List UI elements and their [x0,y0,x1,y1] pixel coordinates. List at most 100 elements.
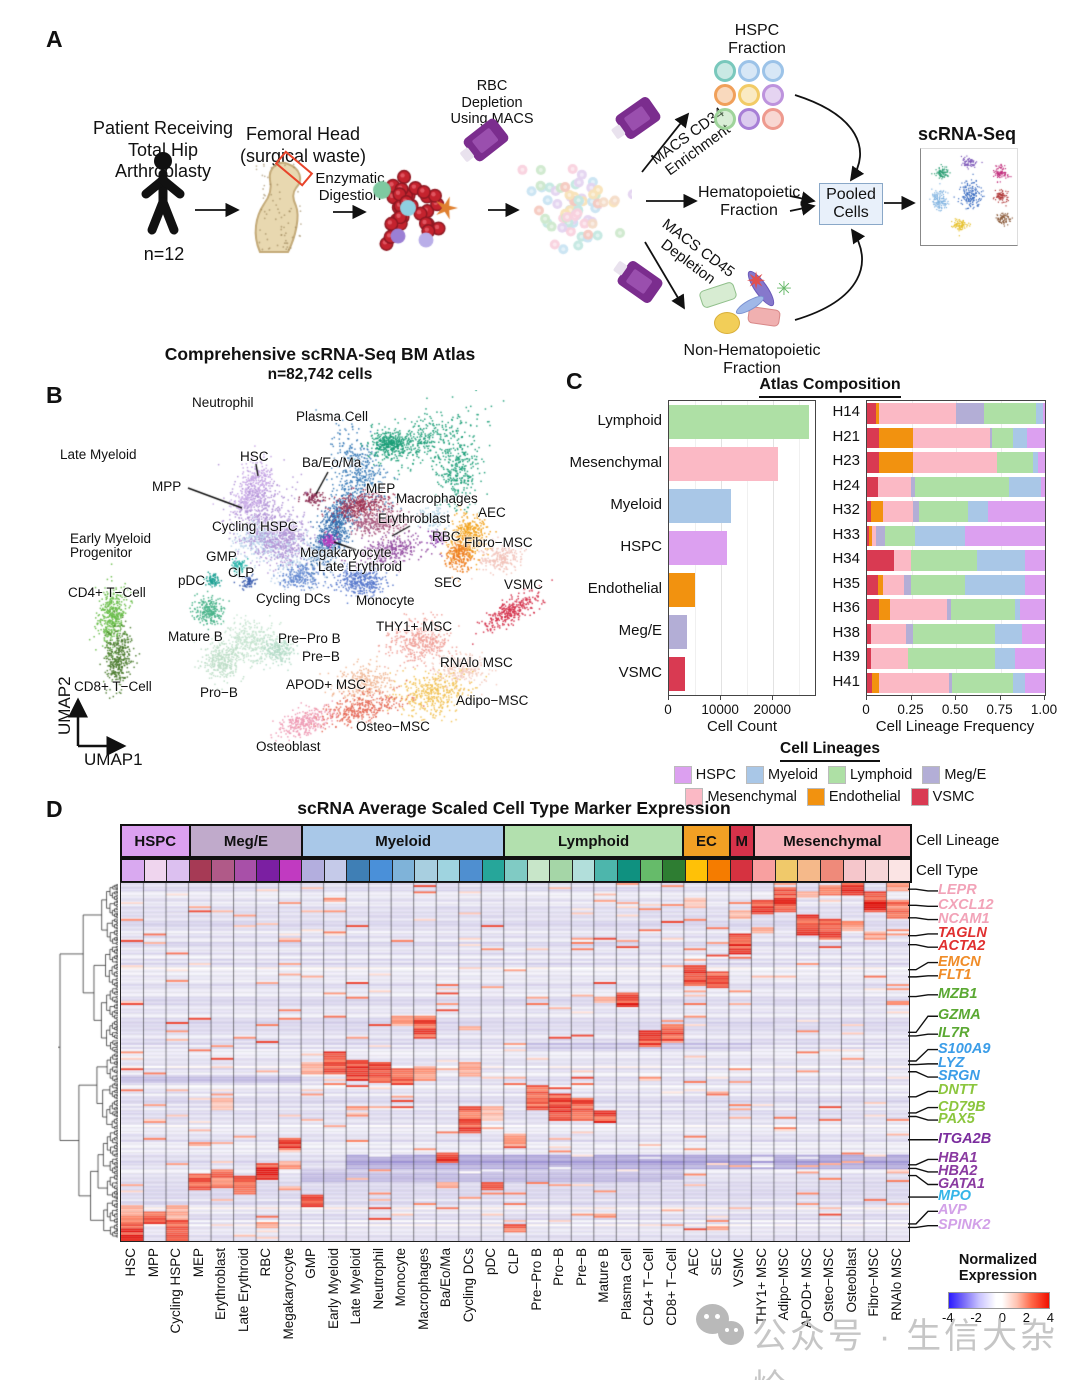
gridline-minor [747,401,749,695]
heatmap-column-label: Megakaryocyte [280,1248,296,1340]
cell-type-swatch [730,860,754,881]
scrna-seq-label: scRNA-Seq [917,124,1017,144]
gene-label: ITGA2B [938,1130,992,1147]
axis-tick-label: 0.75 [986,702,1013,717]
heatmap-column-label: Ba/Eo/Ma [438,1248,454,1308]
hspc-cell-icon [762,108,784,130]
cell-type-swatch [708,860,731,881]
legend-swatch [685,788,704,806]
legend-row-1: HSPC Myeloid Lymphoid Meg/E [620,766,1040,784]
hspc-cell-icon [738,84,760,106]
heatmap-column-label: MPP [145,1248,161,1278]
sample-label: H36 [832,599,860,617]
row-dendrogram [58,882,118,1240]
cell-type-swatch [460,860,483,881]
colorbar-title: Normalized Expression [958,1252,1038,1284]
stacked-bar-segment [1036,403,1044,424]
umap-cluster-label: Neutrophil [192,395,254,410]
cell-type-swatch [866,860,889,881]
gene-connector-line [908,1115,938,1121]
sample-label: H41 [832,672,860,690]
umap-cluster-label: MPP [152,479,182,494]
heatmap-column-label: Pro−B [551,1248,567,1286]
stacked-bar-segment [1012,672,1026,693]
axis-tick [910,695,912,700]
panel-b-label: B [46,382,63,408]
legend-item-label: Lymphoid [850,767,913,783]
non-hema-cell-icon [714,312,740,334]
cell-type-swatch [302,860,325,881]
umap-cluster-label: RNAlo MSC [440,655,513,670]
stacked-bar-segment [995,648,1015,669]
cell-type-swatch [798,860,821,881]
umap-cluster-label: Cycling HSPC [212,519,298,534]
stacked-bar-segment [867,672,873,693]
legend-item: Endothelial [806,788,901,806]
stacked-bar-segment [879,452,914,473]
stacked-bar-segment [1021,623,1045,644]
atlas-composition-title-text: Atlas Composition [759,376,901,398]
stacked-bar-segment [867,648,871,669]
umap-cluster-label: APOD+ MSC [286,677,366,692]
bar-category-label: Endothelial [587,580,662,597]
umap-cluster-label: pDC [178,573,206,588]
hspc-cell-icon [714,84,736,106]
legend-swatch [828,766,846,784]
legend-item: Lymphoid [828,766,912,784]
hspc-cell-icon [762,84,784,106]
umap-plot [60,390,565,762]
cell-type-swatch [257,860,280,881]
heatmap-column-label: Late Erythroid [235,1248,251,1333]
stacked-bar-segment [877,476,912,497]
gene-connector-line [908,1158,938,1166]
stacked-bar-segment [884,525,915,546]
non-hematopoietic-label: Non-Hematopoietic Fraction [683,342,821,378]
stacked-bar-segment [870,648,908,669]
axis-tick-label: 0 [664,702,672,717]
bar-category-label: Lymphoid [597,412,662,429]
lineage-frequency-chart [866,400,1046,696]
umap-cluster-label: Erythroblast [378,511,451,526]
umap-cluster-label: GMP [206,549,237,564]
stacked-bar-segment [879,427,914,448]
sample-label: H23 [832,452,860,470]
stacked-bar-row [867,525,1045,546]
stacked-bar-segment [1025,574,1045,595]
cell-count-chart [668,400,816,696]
pooled-cells-box: Pooled Cells [819,183,883,225]
hspc-fraction-label: HSPC Fraction [728,22,786,58]
axis-tick [772,695,774,700]
gridline-major [1000,401,1002,695]
non-hematopoietic-cells: ✷ ✳ [694,267,804,340]
stacked-bar-row [867,623,1045,644]
gene-label: ACTA2 [938,938,986,955]
legend-swatch [806,788,825,806]
heatmap-column-label: RBC [258,1248,274,1277]
stacked-bar-segment [996,452,1033,473]
colorbar-tick-label: -2 [970,1310,982,1325]
cell-type-swatch [527,860,551,881]
legend-swatch [922,766,941,784]
gene-label: MZB1 [938,985,978,1002]
colorbar-ticks: -4 -2 0 2 4 [942,1310,1054,1325]
bar-category-label: HSPC [620,538,662,555]
umap-cluster-label: Pre−Pro B [278,631,341,646]
gene-connector-line [908,1167,938,1173]
umap-cluster-label: VSMC [504,577,544,592]
colorbar-tick-label: 0 [998,1310,1006,1325]
cell-type-swatch [775,860,799,881]
expression-heatmap [120,882,910,1242]
stacked-bar-segment [977,550,1026,571]
colorbar-gradient [948,1292,1050,1309]
gene-connector-line [908,917,938,921]
umap-subtitle: n=82,742 cells [267,366,373,383]
sample-label: H34 [832,550,860,568]
cell-type-swatch [370,860,393,881]
stacked-bar-segment [867,452,880,473]
enzymatic-label: Enzymatic Digestion [315,170,385,205]
stacked-bar-segment [872,525,876,546]
cell-type-swatch [753,860,776,881]
heatmap-title: scRNA Average Scaled Cell Type Marker Ex… [297,798,731,818]
cell-type-swatch [144,860,168,881]
colorbar-tick-label: 2 [1022,1310,1030,1325]
